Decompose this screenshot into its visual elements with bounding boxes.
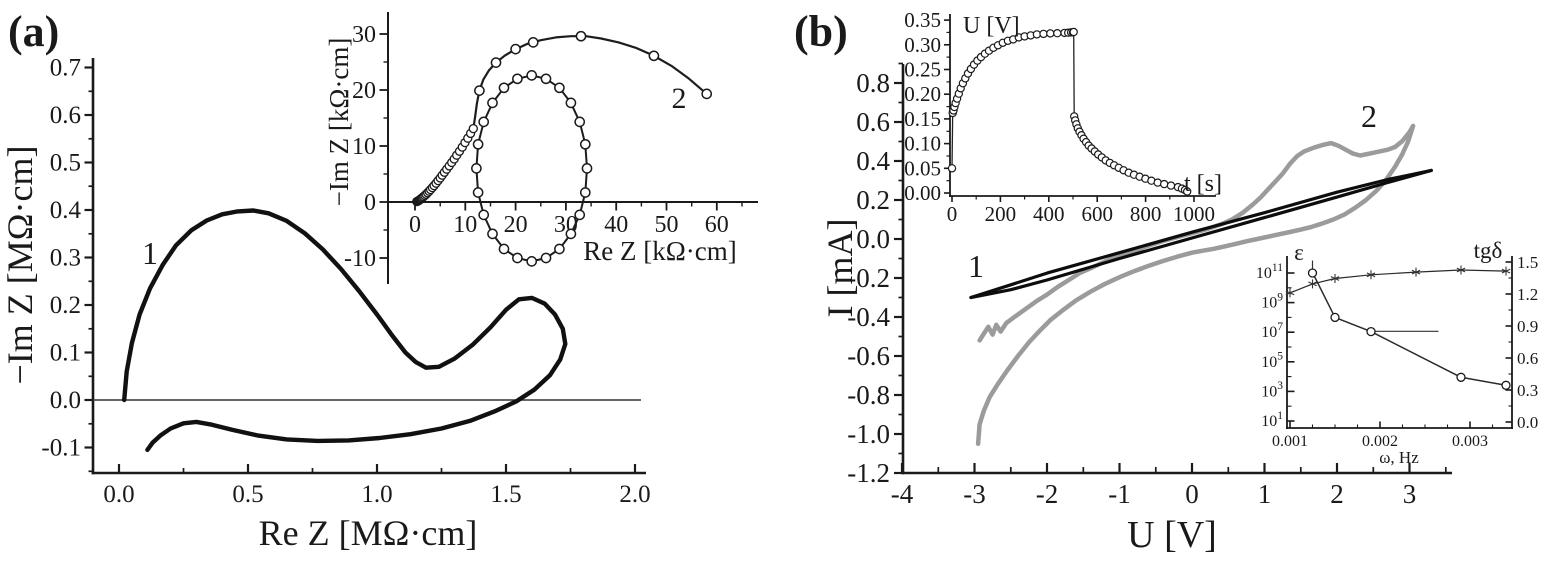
- tick-label: 0.00: [904, 181, 941, 205]
- tick-label: -0.1: [41, 435, 81, 462]
- tick-label: -1: [1108, 479, 1131, 509]
- dielectric-inset-x-axis-title: ω, Hz: [1379, 448, 1419, 467]
- tick-label: 200: [985, 202, 1017, 226]
- panel-b-x-axis-title: U [V]: [1127, 514, 1217, 556]
- tick-label: 0.05: [904, 156, 941, 180]
- tick-label: 1.2: [1517, 285, 1538, 304]
- tick-label: 101: [1261, 410, 1283, 430]
- tick-label: 0.001: [1272, 433, 1308, 450]
- panel-b-label: (b): [794, 7, 848, 56]
- tick-label: 0.3: [50, 245, 81, 272]
- tick-label: 107: [1261, 321, 1283, 341]
- panel-b-dielectric-inset: 101 103 105 107 109 1011 0.001 0.002 0.003 0.0 0.3…: [1256, 253, 1538, 450]
- panel-b-curve1-label: 1: [968, 248, 984, 284]
- tick-label: 0.25: [904, 58, 941, 82]
- tick-label: 0.0: [50, 387, 81, 414]
- panel-a-x-axis-title: Re Z [MΩ·cm]: [259, 513, 478, 553]
- voltage-inset-x-axis-title: t [s]: [1184, 171, 1222, 197]
- panel-a-y-axis-title: −Im Z [MΩ·cm]: [0, 146, 40, 385]
- tick-label: 400: [1033, 202, 1065, 226]
- charts-layer: 0.0 0.5 1.0 1.5 2.0 -0.1 0.0 0.1 0.2 0.3 0.4 0.5 0.6…: [41, 8, 1538, 509]
- tick-label: 0.002: [1362, 433, 1398, 450]
- tick-label: 0.30: [904, 33, 941, 57]
- tick-label: 0: [947, 202, 958, 226]
- voltage-inset-title: U [V]: [963, 13, 1020, 39]
- tick-label: 0: [1185, 479, 1199, 509]
- tick-label: 0.4: [856, 146, 890, 176]
- tick-label: -1.0: [847, 419, 890, 449]
- dielectric-inset-epsilon-title: ε: [1294, 240, 1304, 265]
- panel-a-inset-curve2-label: 2: [672, 82, 687, 115]
- tick-label: 60: [705, 212, 729, 238]
- panel-a-inset-y-axis-title: −Im Z [kΩ·cm]: [324, 38, 354, 207]
- tick-label: 0: [409, 212, 421, 238]
- tick-label: 0.0: [103, 481, 134, 508]
- tick-label: 0.4: [50, 197, 82, 224]
- tick-label: 2.0: [619, 481, 650, 508]
- tick-label: 1011: [1256, 262, 1283, 282]
- tick-label: 40: [604, 212, 628, 238]
- tick-label: 0.6: [1517, 349, 1538, 368]
- tick-label: 600: [1081, 202, 1113, 226]
- tick-label: 0.20: [904, 82, 941, 106]
- tick-label: 0.8: [856, 68, 890, 98]
- tick-label: 0: [364, 190, 376, 216]
- tick-label: 3: [1403, 479, 1417, 509]
- tick-label: 0.0: [1517, 413, 1538, 432]
- tick-label: 20: [504, 212, 528, 238]
- tick-label: 0.1: [50, 340, 81, 367]
- tick-label: 800: [1130, 202, 1162, 226]
- tick-label: -1.2: [847, 458, 890, 488]
- tick-label: -3: [963, 479, 986, 509]
- tick-label: 0.15: [904, 107, 941, 131]
- tick-label: 0.35: [904, 8, 941, 32]
- panel-a-inset-x-axis-title: Re Z [kΩ·cm]: [583, 236, 737, 266]
- tick-label: 0.3: [1517, 381, 1538, 400]
- tick-label: 0.5: [232, 481, 263, 508]
- tick-label: 0.6: [50, 102, 81, 129]
- panel-b-y-axis-title: I [mA]: [820, 219, 860, 318]
- tick-label: 0.2: [856, 185, 890, 215]
- tick-label: 1.5: [490, 481, 521, 508]
- tick-label: -0.2: [847, 263, 890, 293]
- tick-label: 0.2: [50, 292, 81, 319]
- tick-label: 10: [352, 134, 376, 160]
- tick-label: -10: [344, 246, 376, 272]
- tick-label: -0.8: [847, 380, 890, 410]
- panel-b-voltage-time-inset: 0 200 400 600 800 1000 0.000.050.100.150.200.2…: [904, 8, 1216, 226]
- tick-label: -2: [1036, 479, 1059, 509]
- panel-a-label: (a): [8, 7, 59, 56]
- tick-label: 0.10: [904, 132, 941, 156]
- tick-label: 0.5: [50, 150, 81, 177]
- tick-label: 109: [1261, 291, 1283, 311]
- tick-label: 105: [1261, 351, 1283, 371]
- tick-label: 1.0: [361, 481, 392, 508]
- panel-b-curve2-label: 2: [1361, 98, 1377, 134]
- tick-label: 30: [352, 22, 376, 48]
- tick-label: -4: [891, 479, 914, 509]
- tick-label: 20: [352, 78, 376, 104]
- tick-label: -0.6: [847, 341, 890, 371]
- tick-label: 0.0: [856, 224, 890, 254]
- tick-label: 0.9: [1517, 317, 1538, 336]
- tick-label: 103: [1261, 380, 1283, 400]
- tick-label: 0.7: [50, 55, 81, 82]
- tick-label: 10: [453, 212, 477, 238]
- tick-label: 2: [1330, 479, 1344, 509]
- panel-b-main-chart: -4 -3 -2 -1 0 1 2 3-1.2-1.0-0.8-0.6-0.4-0.20.00…: [847, 62, 1452, 509]
- dielectric-inset-tgdelta-title: tgδ: [1474, 238, 1503, 263]
- tick-label: 0.003: [1452, 433, 1488, 450]
- tick-label: 1000: [1173, 202, 1215, 226]
- panel-a-main-chart: 0.0 0.5 1.0 1.5 2.0 -0.1 0.0 0.1 0.2 0.3 0.4 0.5 0.6…: [41, 55, 650, 509]
- panel-a-curve1-label: 1: [142, 235, 158, 271]
- tick-label: 0.6: [856, 107, 890, 137]
- tick-label: 50: [655, 212, 679, 238]
- tick-label: 1: [1258, 479, 1272, 509]
- tick-label: 1.5: [1517, 253, 1538, 272]
- tick-label: -0.4: [847, 302, 890, 332]
